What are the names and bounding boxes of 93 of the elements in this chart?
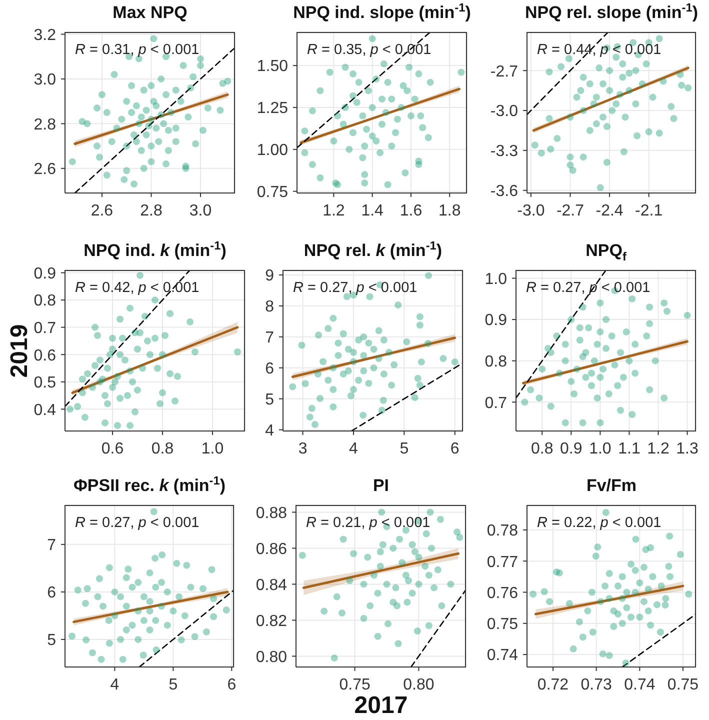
y-tick-label: 0.8 [484, 354, 508, 370]
y-tick-label: 0.9 [34, 265, 56, 282]
x-tick-label: 0.8 [151, 440, 174, 458]
y-tick-label: 4 [265, 422, 274, 440]
x-tick-label: 2.6 [90, 202, 114, 220]
x-tick-label: 0.74 [624, 676, 656, 694]
y-tick-label: 0.88 [256, 504, 288, 522]
y-tick-label: 5 [265, 391, 274, 408]
y-tick-label: 0.76 [486, 584, 518, 602]
y-tick-label: 0.82 [256, 612, 288, 630]
x-tick-label: 0.75 [667, 676, 699, 694]
x-tick-label: -3.0 [517, 202, 545, 220]
y-tick-label: 2.6 [34, 161, 56, 178]
x-tick-label: 6 [227, 676, 236, 694]
y-tick-label: 0.78 [486, 522, 518, 540]
y-tick-label: 0.9 [484, 312, 508, 330]
x-tick-label: 2.8 [140, 202, 162, 220]
chart-title: ΦPSII rec. k (min$^{-1}$) [72, 473, 227, 497]
y-tick-label: 0.6 [34, 347, 56, 364]
y-axis-title: 2019 [5, 322, 34, 380]
chart-title: Fv/Fm [585, 475, 638, 497]
y-tick-label: 8 [265, 298, 274, 316]
annotation: R = 0.22, p < 0.001 [537, 514, 662, 532]
y-tick-label: 3.2 [34, 26, 56, 44]
x-tick-label: 0.6 [101, 440, 124, 458]
y-tick-label: 7 [265, 330, 274, 347]
y-tick-label: 0.4 [34, 402, 56, 419]
x-tick-label: 1.3 [676, 440, 699, 458]
annotation: R = 0.42, p < 0.001 [75, 279, 200, 297]
x-tick-label: -2.7 [556, 202, 584, 220]
x-tick-label: 1.6 [400, 202, 422, 220]
y-tick-label: -3.0 [490, 103, 518, 120]
y-tick-label: 0.7 [34, 320, 56, 337]
x-tick-label: 3.0 [189, 202, 212, 220]
x-tick-label: -2.4 [596, 202, 624, 220]
x-tick-label: 1.2 [322, 202, 345, 220]
y-tick-label: 2.8 [34, 116, 56, 134]
annotation: R = 0.27, p < 0.001 [293, 279, 418, 297]
y-tick-label: 0.74 [486, 647, 518, 664]
x-tick-label: 5 [168, 676, 178, 694]
y-tick-label: -3.3 [490, 143, 518, 160]
annotation: R = 0.27, p < 0.001 [75, 514, 200, 532]
x-tick-label: 1.2 [647, 440, 670, 458]
chart-title: NPQ ind. slope (min$^{-1}$) [292, 0, 472, 24]
x-tick-label: 0.75 [339, 676, 370, 694]
y-tick-label: 1.00 [256, 142, 288, 160]
y-tick-label: 0.84 [256, 576, 288, 594]
y-tick-label: 0.75 [256, 184, 288, 202]
y-tick-label: 0.80 [256, 648, 288, 666]
y-tick-label: 7 [47, 537, 56, 554]
x-axis-title: 2017 [353, 691, 409, 720]
y-tick-label: 0.7 [484, 394, 508, 412]
x-tick-label: 1.1 [618, 440, 640, 458]
annotation: R = 0.21, p < 0.001 [306, 514, 430, 532]
annotation: R = 0.44, p < 0.001 [537, 41, 662, 59]
y-tick-label: 6 [47, 584, 56, 602]
chart-title: NPQ rel. k (min$^{-1}$) [302, 238, 444, 262]
x-tick-label: 0.72 [537, 676, 569, 694]
y-tick-label: 0.86 [256, 540, 288, 558]
y-tick-label: 0.77 [486, 554, 518, 571]
x-tick-label: 0.80 [403, 676, 434, 694]
annotation: R = 0.31, p < 0.001 [75, 41, 200, 59]
chart-title: NPQ ind. k (min$^{-1}$) [82, 238, 228, 262]
x-tick-label: 4 [110, 676, 120, 694]
y-tick-label: 6 [265, 360, 274, 378]
chart-title: Max NPQ [112, 2, 188, 24]
x-tick-label: 1.8 [438, 202, 461, 220]
x-tick-label: 1.0 [589, 440, 612, 458]
y-tick-label: 0.75 [486, 616, 518, 634]
y-tick-label: 0.8 [34, 292, 56, 310]
x-tick-label: 1.0 [201, 440, 224, 458]
annotation: R = 0.35, p < 0.001 [307, 41, 432, 59]
x-tick-label: -2.1 [635, 202, 663, 220]
y-tick-label: 3.0 [34, 72, 56, 89]
y-tick-label: 9 [265, 268, 274, 285]
y-tick-label: -3.6 [490, 183, 518, 200]
y-tick-label: 1.25 [256, 100, 288, 118]
x-tick-label: 6 [450, 440, 460, 458]
y-tick-label: -2.7 [490, 63, 518, 80]
y-tick-label: 0.5 [34, 374, 56, 392]
chart-title: NPQ$_{f}$ [584, 240, 628, 264]
x-tick-label: 1.4 [361, 202, 384, 220]
x-tick-label: 4 [349, 440, 358, 458]
x-tick-label: 0.9 [560, 440, 582, 458]
chart-title: NPQ rel. slope (min$^{-1}$) [524, 0, 700, 24]
y-tick-label: 5 [47, 632, 56, 650]
x-tick-label: 5 [400, 440, 409, 458]
y-tick-label: 1.50 [256, 58, 288, 76]
x-tick-label: 3 [298, 440, 308, 458]
x-tick-label: 0.8 [531, 440, 554, 458]
x-tick-label: 0.73 [580, 676, 612, 694]
y-tick-label: 1.0 [484, 270, 508, 288]
chart-title: PI [372, 475, 390, 497]
